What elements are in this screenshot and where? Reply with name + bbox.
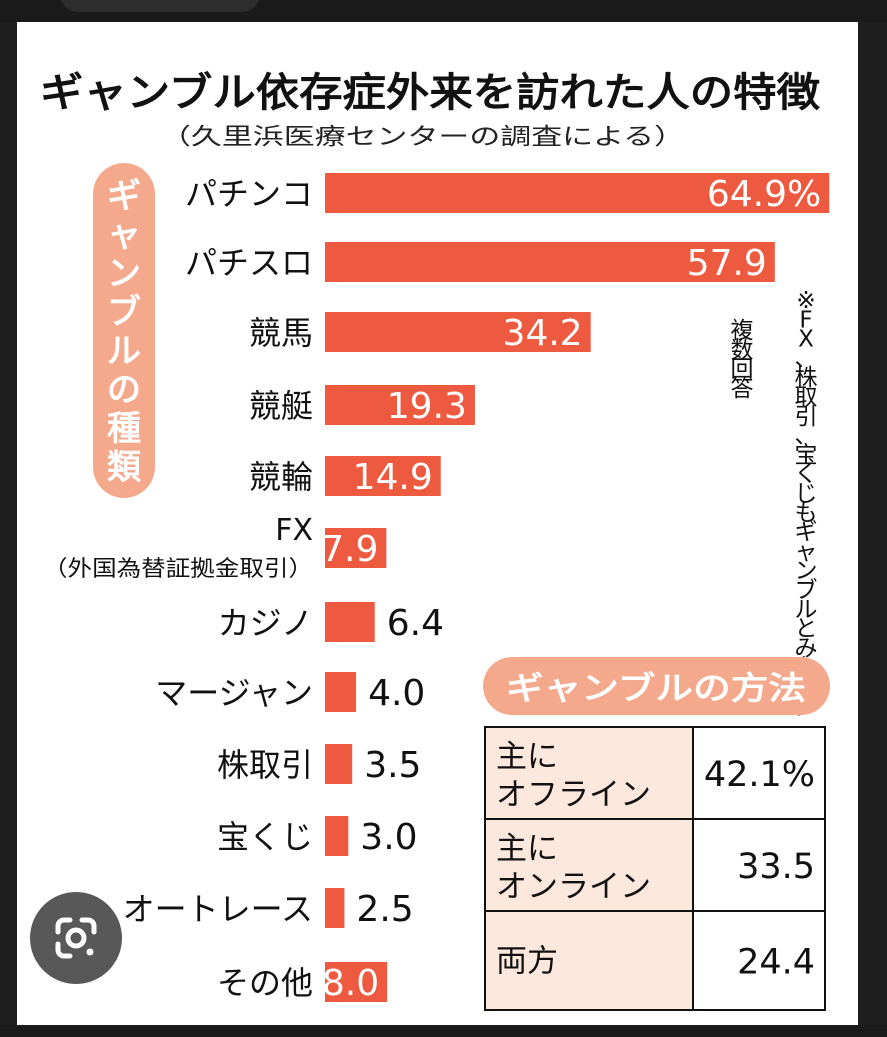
category-label: カジノ [218,604,313,642]
table-row-label: 両方 [496,944,558,980]
top-handle [60,0,260,12]
note-char: 株 [795,365,818,391]
bar [325,242,775,282]
category-label: 競馬 [249,314,313,352]
note-char: ャ [795,539,818,565]
google-lens-icon [55,917,97,959]
table-row-value: 33.5 [737,847,815,887]
bar [325,173,830,213]
note-char: じ [795,481,818,507]
note-char: X [798,327,814,353]
bar [325,528,387,568]
category-label: FX [275,513,313,548]
note-char: ン [795,558,818,584]
note-char: ブ [795,578,818,604]
category-label: マージャン [155,674,313,712]
table-label-bg [485,727,693,1010]
top-bar [0,0,887,22]
value-label: 34.2 [503,313,583,354]
value-label: 64.9% [707,174,821,215]
category-label: 競艇 [249,387,313,425]
category-label: その他 [217,964,313,1002]
axis-label-char: ル [107,331,141,371]
bottom-bar [0,1025,887,1037]
bar [325,816,349,856]
table-row-label: 主に [496,831,558,867]
table-border [484,726,826,1011]
lens-button[interactable] [30,892,122,984]
bar [325,744,353,784]
bar [325,602,375,642]
value-label: 6.4 [387,603,444,644]
value-label: 7.9 [321,529,378,570]
bar [325,385,475,425]
note-char: と [795,616,818,642]
note-char: ル [795,597,818,623]
chart-title: ギャンブル依存症外来を訪れた人の特徴 [40,70,821,116]
axis-label-char: ン [107,254,141,294]
category-label: 宝くじ [217,818,313,856]
table-row-label: オンライン [496,869,651,905]
category-label: パチンコ [185,175,313,213]
axis-label-char: 類 [107,448,142,488]
note-char: 、 [795,423,818,449]
method-title: ギャンブルの方法 [506,669,806,707]
category-sublabel: （外国為替証拠金取引） [43,557,313,582]
value-label: 14.9 [353,457,433,498]
note-char: み [795,635,818,661]
category-label: オートレース [123,890,313,928]
category-label: 株取引 [217,746,313,784]
note-char: 、 [795,346,818,372]
axis-label-char: 種 [107,409,141,449]
category-label: パチスロ [185,244,313,282]
note-char: F [799,307,812,333]
axis-label-char: ブ [107,293,141,333]
table-row-value: 24.4 [737,943,815,983]
bar [325,456,441,496]
note-char: ※ [796,288,815,314]
value-label: 3.0 [360,817,417,858]
note-char: 数 [731,337,754,363]
bar [325,962,388,1002]
chart-subtitle: （久里浜医療センターの調査による） [160,124,685,150]
table-row-value: 42.1% [704,755,815,795]
bar [325,888,345,928]
bar [325,672,357,712]
value-label: 3.5 [364,745,421,786]
value-label: 2.5 [356,889,413,930]
value-label: 8.0 [322,963,379,1004]
table-row-label: オフライン [496,777,651,813]
category-axis-pill [93,163,155,498]
value-label: 19.3 [387,386,467,427]
note-char: 回 [731,357,754,383]
note-char: 取 [795,385,818,411]
table-row-label: 主に [496,739,558,775]
method-pill [483,657,830,715]
bar [325,312,591,352]
axis-label-char: の [107,370,141,410]
note-char: 答 [731,376,754,402]
note-char: も [795,500,818,526]
note-char: ギ [795,520,818,546]
axis-label-char: ャ [107,215,141,255]
note-char: 引 [795,404,818,430]
category-label: 競輪 [249,458,313,496]
axis-label-char: ギ [107,176,141,216]
note-char: く [795,462,818,488]
value-label: 57.9 [687,243,767,284]
note-char: 複 [731,318,754,344]
value-label: 4.0 [368,673,425,714]
note-char: 宝 [795,442,818,468]
